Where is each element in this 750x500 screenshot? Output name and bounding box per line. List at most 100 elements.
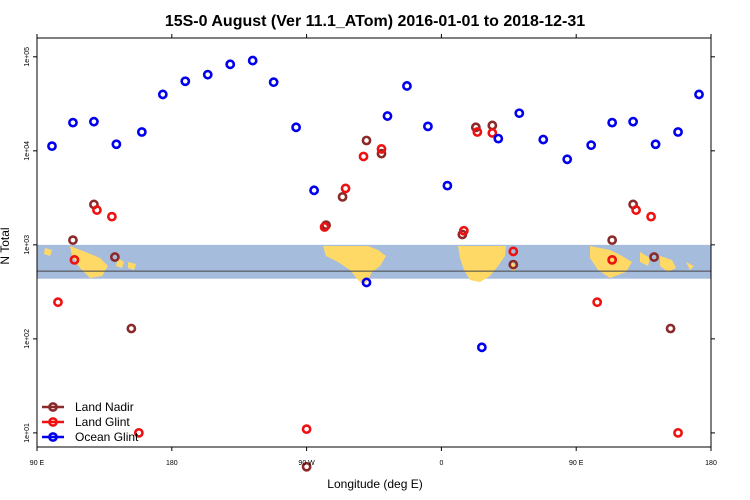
data-point [476,342,487,353]
land-shape [640,252,650,266]
data-point [291,122,302,133]
data-point [646,211,656,222]
data-point [508,246,519,257]
plot-frame [36,37,712,448]
land-shape [70,246,108,278]
data-point [472,127,483,137]
data-point [180,76,191,87]
data-point [247,55,258,66]
land-shape [660,256,676,272]
land-shape [128,262,136,270]
legend-label: Land Glint [75,415,130,429]
x-axis: 90 E 180 90 W 0 90 E 180 [30,34,717,467]
data-point [69,254,80,265]
data-point [402,81,412,91]
data-point [68,117,78,128]
y-tick-label: 1e+01 [24,423,31,443]
land-shape [686,262,694,270]
data-point [458,225,469,236]
data-point [607,117,618,128]
y-tick-label: 1e+02 [24,329,31,349]
land-shape [323,246,386,285]
data-point [493,133,504,144]
data-point [47,141,57,152]
data-point [136,127,147,137]
data-point [126,323,137,334]
data-point [68,235,78,246]
legend-item: Ocean Glint [42,430,139,444]
data-point [340,183,351,194]
data-point [592,297,603,308]
data-point [470,122,481,133]
data-point [301,461,312,472]
data-point [301,424,312,435]
data-point [607,254,618,265]
data-point [694,89,704,100]
data-point [133,427,144,438]
legend-marker [48,402,58,412]
data-point [628,116,639,127]
data-point [157,89,168,100]
data-point [673,127,683,137]
y-axis: 1e+01 1e+02 1e+03 1e+04 1e+05 [24,47,715,443]
data-point [53,297,63,308]
data-point [89,116,99,127]
legend-item: Land Nadir [42,400,134,414]
data-point [538,134,549,145]
y-tick-label: 1e+04 [24,141,31,161]
x-tick-label: 90 E [569,460,584,467]
x-tick-label: 180 [705,460,717,467]
data-point [649,252,659,262]
x-tick-label: 90 E [30,460,45,467]
legend-item: Land Glint [42,415,130,429]
data-point [376,148,387,159]
y-axis-label: N Total [0,227,12,264]
series-land-nadir [68,120,676,472]
x-axis-label: Longitude (deg E) [327,477,422,491]
legend-label: Land Nadir [75,400,134,414]
legend-marker [48,432,58,442]
data-point [508,259,519,270]
legend-marker [48,417,58,427]
data-point [423,121,433,132]
land-shape [458,246,506,282]
data-point [109,252,120,262]
data-point [673,427,683,438]
x-tick-label: 180 [166,460,178,467]
data-point [607,235,618,246]
data-point [111,139,122,150]
data-point [487,120,498,131]
data-point [442,180,453,191]
data-point [309,185,319,196]
map-strip [37,244,711,285]
data-point [225,59,236,70]
data-point [361,135,372,146]
data-point [106,211,117,222]
data-point [268,77,279,88]
data-point [361,277,372,288]
series-ocean-glint [47,55,704,353]
series-land-glint [53,127,683,438]
data-point [631,205,642,215]
data-points [47,55,704,472]
y-tick-label: 1e+05 [24,47,31,67]
data-point [514,108,525,119]
data-point [358,151,369,162]
data-point [319,222,330,232]
land-shape [44,248,52,256]
data-point [586,140,597,151]
data-point [376,144,387,154]
legend-label: Ocean Glint [75,430,139,444]
data-point [650,139,661,150]
data-point [487,128,498,138]
data-point [337,191,348,202]
data-point [562,154,573,165]
x-tick-label: 90 W [298,460,315,467]
x-tick-label: 0 [439,460,443,467]
data-point [92,205,102,215]
data-point [382,111,393,121]
data-point [202,69,213,80]
y-tick-label: 1e+03 [24,235,31,255]
